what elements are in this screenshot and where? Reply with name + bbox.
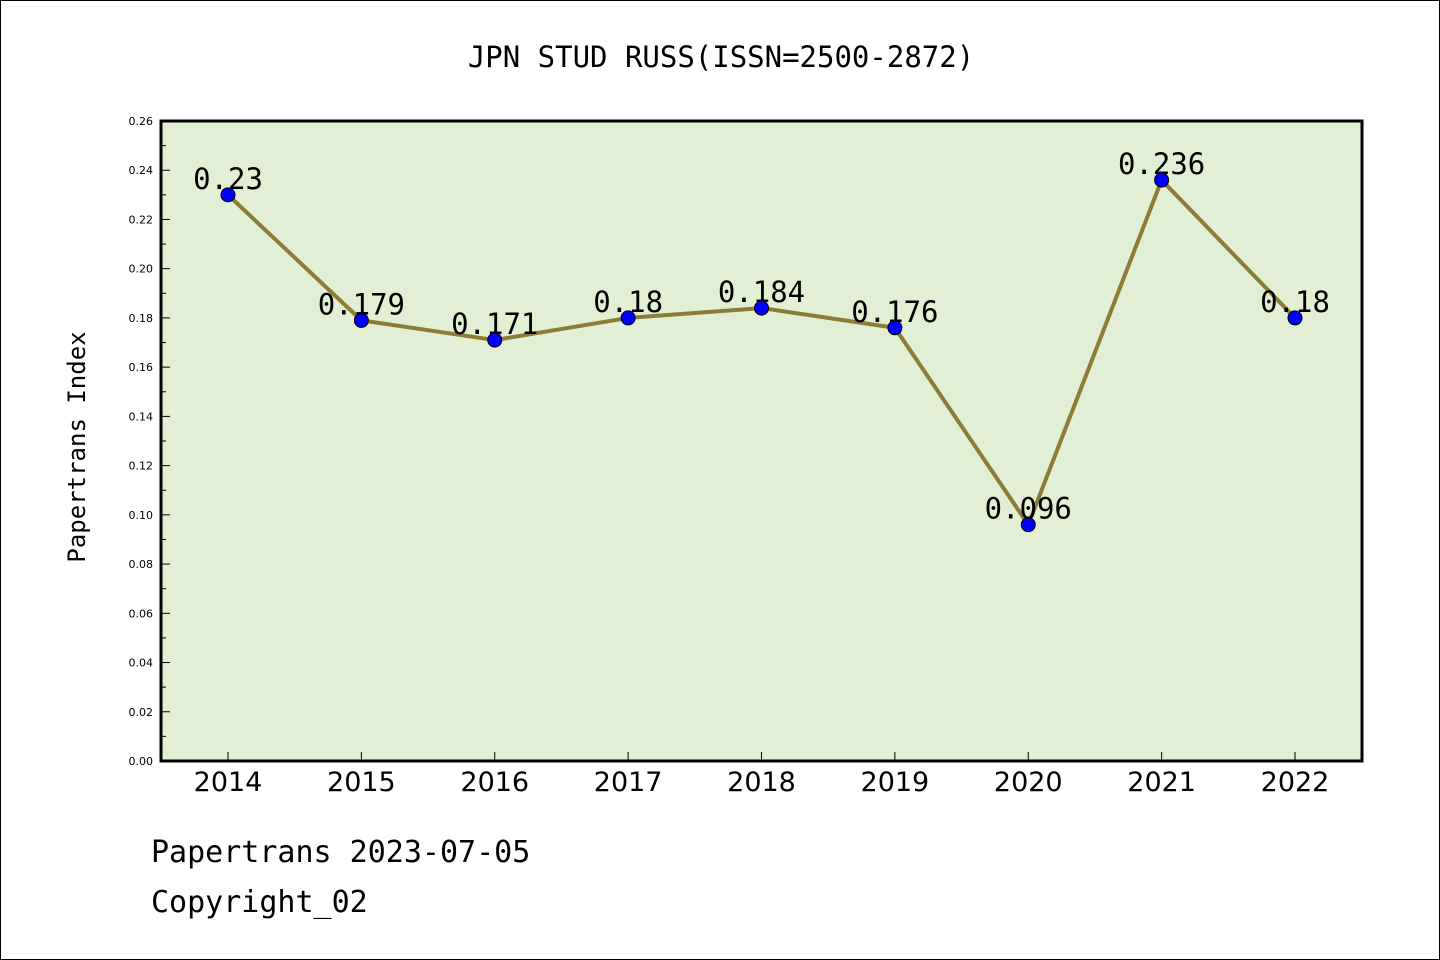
y-axis-ticks: 0.00 0.02 0.04 0.06 0.08 0.10 0.12 0.14 0.16 0.18… (129, 115, 170, 768)
x-tick-label: 2021 (1127, 767, 1196, 798)
data-label: 0.096 (985, 492, 1072, 526)
x-tick-label: 2020 (994, 767, 1063, 798)
data-label: 0.236 (1118, 147, 1205, 181)
y-tick-label: 0.02 (129, 706, 154, 719)
data-point (487, 332, 503, 348)
x-tick-label: 2015 (327, 767, 396, 798)
data-point (353, 312, 369, 328)
x-tick-label: 2016 (460, 767, 529, 798)
data-point (1287, 310, 1303, 326)
data-label: 0.18 (1260, 285, 1330, 319)
plot-area (159, 119, 1364, 763)
data-label: 0.176 (851, 295, 938, 329)
y-tick-label: 0.24 (129, 164, 154, 177)
data-label: 0.18 (593, 285, 663, 319)
footer-copyright: Copyright_02 (151, 885, 368, 920)
y-tick-label: 0.04 (129, 657, 154, 670)
x-tick-label: 2017 (594, 767, 663, 798)
x-tick-label: 2018 (727, 767, 796, 798)
footer-source-date: Papertrans 2023-07-05 (151, 835, 531, 870)
y-tick-label: 0.26 (129, 115, 154, 128)
y-tick-label: 0.20 (129, 263, 154, 276)
y-tick-label: 0.14 (129, 410, 154, 423)
data-label: 0.171 (451, 307, 538, 341)
y-tick-label: 0.18 (129, 312, 154, 325)
y-axis-label: Papertrans Index (63, 331, 91, 562)
y-tick-label: 0.00 (129, 755, 154, 768)
y-tick-label: 0.22 (129, 213, 154, 226)
y-tick-label: 0.10 (129, 509, 154, 522)
data-label: 0.23 (193, 162, 263, 196)
y-tick-label: 0.12 (129, 460, 154, 473)
data-point (1020, 517, 1036, 533)
data-points (220, 172, 1303, 533)
x-axis-ticks: 2014 2015 2016 2017 2018 2019 2020 2021 2022 (194, 752, 1330, 798)
y-tick-label: 0.08 (129, 558, 154, 571)
data-label: 0.179 (318, 287, 405, 321)
data-label: 0.184 (718, 275, 805, 309)
data-point (220, 187, 236, 203)
data-point (754, 300, 769, 316)
x-tick-label: 2022 (1261, 767, 1330, 798)
x-tick-label: 2019 (861, 767, 930, 798)
y-tick-label: 0.16 (129, 361, 154, 374)
chart-title: JPN STUD RUSS(ISSN=2500-2872) (468, 40, 974, 74)
data-point (620, 310, 636, 326)
data-labels: 0.23 0.179 0.171 0.18 0.184 0.176 0.096 0.236 0.… (193, 147, 1330, 526)
data-point (887, 320, 903, 336)
data-point (1154, 172, 1170, 188)
x-tick-label: 2014 (194, 767, 263, 798)
y-tick-label: 0.06 (129, 607, 154, 620)
